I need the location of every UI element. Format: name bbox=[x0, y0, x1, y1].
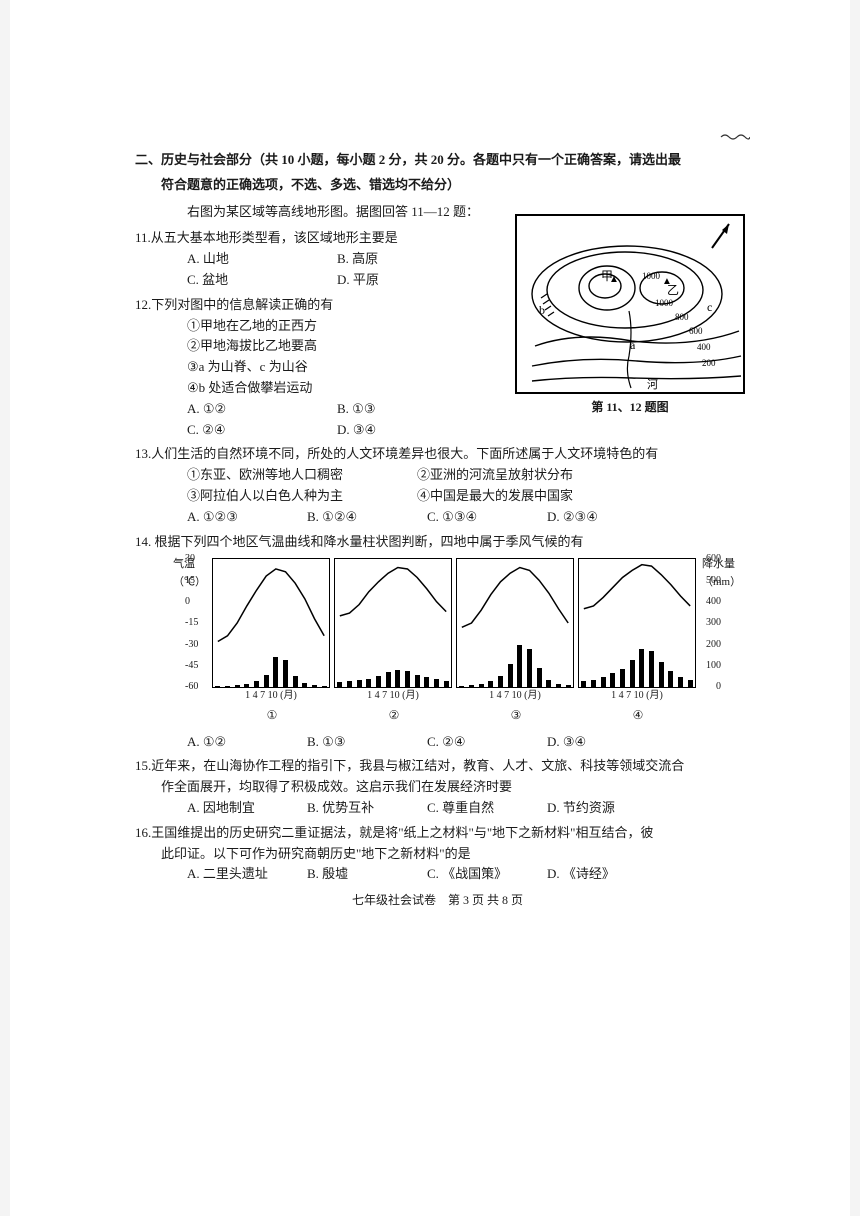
panel-label-4: ④ bbox=[579, 706, 697, 725]
exam-page: 二、历史与社会部分（共 10 小题，每小题 2 分，共 20 分。各题中只有一个… bbox=[10, 0, 850, 1216]
svg-text:1000: 1000 bbox=[642, 271, 661, 281]
x-ticks-4: 1 4 7 10 (月) bbox=[578, 688, 696, 704]
climate-panel-1: 30150-15-30-45-60 bbox=[212, 558, 330, 688]
q14-stem: 14. 根据下列四个地区气温曲线和降水量柱状图判断，四地中属于季风气候的有 bbox=[135, 532, 740, 553]
q15-stem-line2: 作全面展开，均取得了积极成效。这启示我们在发展经济时要 bbox=[161, 777, 740, 798]
map-label-yi: 乙 bbox=[667, 283, 679, 297]
q11-option-c: C. 盆地 bbox=[187, 270, 337, 291]
q13-option-b: B. ①②④ bbox=[307, 507, 427, 528]
x-ticks-1: 1 4 7 10 (月) bbox=[212, 688, 330, 704]
question-15: 15.近年来，在山海协作工程的指引下，我县与椒江结对，教育、人才、文旅、科技等领… bbox=[135, 756, 740, 818]
q15-option-b: B. 优势互补 bbox=[307, 798, 427, 819]
q13-option-d: D. ②③④ bbox=[547, 507, 667, 528]
q14-option-d: D. ③④ bbox=[547, 732, 667, 753]
contour-map: 甲 ▲ ▲ 乙 a b c 河 1000 1000 800 600 400 20… bbox=[515, 214, 745, 394]
q12-option-a: A. ①② bbox=[187, 399, 337, 420]
q16-option-b: B. 殷墟 bbox=[307, 864, 427, 885]
panel-label-3: ③ bbox=[457, 706, 575, 725]
q13-stmt-4: ④中国是最大的发展中国家 bbox=[417, 486, 573, 507]
q14-option-c: C. ②④ bbox=[427, 732, 547, 753]
x-ticks-3: 1 4 7 10 (月) bbox=[456, 688, 574, 704]
q15-stem-line1: 15.近年来，在山海协作工程的指引下，我县与椒江结对，教育、人才、文旅、科技等领… bbox=[135, 756, 740, 777]
contour-map-figure: 甲 ▲ ▲ 乙 a b c 河 1000 1000 800 600 400 20… bbox=[515, 214, 745, 417]
svg-text:600: 600 bbox=[689, 326, 703, 336]
climate-panel-4: 6005004003002001000 bbox=[578, 558, 696, 688]
section-heading-line2: 符合题意的正确选项，不选、多选、错选均不给分） bbox=[161, 175, 740, 196]
svg-text:1000: 1000 bbox=[655, 298, 674, 308]
q16-option-a: A. 二里头遗址 bbox=[187, 864, 307, 885]
map-label-river: 河 bbox=[647, 378, 658, 391]
panel-labels: ① ② ③ ④ bbox=[213, 706, 740, 725]
q14-option-a: A. ①② bbox=[187, 732, 307, 753]
q12-option-d: D. ③④ bbox=[337, 420, 487, 441]
question-16: 16.王国维提出的历史研究二重证据法，就是将"纸上之材料"与"地下之新材料"相互… bbox=[135, 823, 740, 885]
decorative-squiggle bbox=[720, 132, 750, 142]
q16-option-c: C. 《战国策》 bbox=[427, 864, 547, 885]
climate-charts: 气温（℃） 30150-15-30-45-60 6005004003002001… bbox=[173, 558, 740, 704]
q14-option-b: B. ①③ bbox=[307, 732, 427, 753]
q11-option-b: B. 高原 bbox=[337, 249, 487, 270]
q16-option-d: D. 《诗经》 bbox=[547, 864, 667, 885]
q16-stem-line1: 16.王国维提出的历史研究二重证据法，就是将"纸上之材料"与"地下之新材料"相互… bbox=[135, 823, 740, 844]
q12-option-c: C. ②④ bbox=[187, 420, 337, 441]
climate-panel-3 bbox=[456, 558, 574, 688]
svg-text:▲: ▲ bbox=[609, 274, 619, 285]
section-heading-line1: 二、历史与社会部分（共 10 小题，每小题 2 分，共 20 分。各题中只有一个… bbox=[135, 150, 740, 171]
svg-text:200: 200 bbox=[702, 358, 716, 368]
q13-stmt-3: ③阿拉伯人以白色人种为主 bbox=[187, 486, 417, 507]
svg-text:800: 800 bbox=[675, 312, 689, 322]
q13-stmt-1: ①东亚、欧洲等地人口稠密 bbox=[187, 465, 417, 486]
climate-panel-2 bbox=[334, 558, 452, 688]
q15-option-a: A. 因地制宜 bbox=[187, 798, 307, 819]
q13-option-a: A. ①②③ bbox=[187, 507, 307, 528]
q13-option-c: C. ①③④ bbox=[427, 507, 547, 528]
q12-option-b: B. ①③ bbox=[337, 399, 487, 420]
q11-option-a: A. 山地 bbox=[187, 249, 337, 270]
svg-text:400: 400 bbox=[697, 342, 711, 352]
x-ticks-2: 1 4 7 10 (月) bbox=[334, 688, 452, 704]
q15-option-c: C. 尊重自然 bbox=[427, 798, 547, 819]
map-label-c: c bbox=[707, 300, 712, 314]
page-footer: 七年级社会试卷 第 3 页 共 8 页 bbox=[135, 891, 740, 910]
panel-label-1: ① bbox=[213, 706, 331, 725]
q16-stem-line2: 此印证。以下可作为研究商朝历史"地下之新材料"的是 bbox=[161, 844, 740, 865]
map-label-b: b bbox=[539, 303, 545, 317]
q13-stem: 13.人们生活的自然环境不同，所处的人文环境差异也很大。下面所述属于人文环境特色… bbox=[135, 444, 740, 465]
question-13: 13.人们生活的自然环境不同，所处的人文环境差异也很大。下面所述属于人文环境特色… bbox=[135, 444, 740, 527]
map-caption: 第 11、12 题图 bbox=[515, 398, 745, 417]
panel-label-2: ② bbox=[335, 706, 453, 725]
map-label-a: a bbox=[630, 338, 636, 352]
q13-stmt-2: ②亚洲的河流呈放射状分布 bbox=[417, 465, 573, 486]
q11-option-d: D. 平原 bbox=[337, 270, 487, 291]
q15-option-d: D. 节约资源 bbox=[547, 798, 667, 819]
north-arrow-icon bbox=[712, 224, 729, 248]
question-14: 14. 根据下列四个地区气温曲线和降水量柱状图判断，四地中属于季风气候的有 气温… bbox=[135, 532, 740, 753]
